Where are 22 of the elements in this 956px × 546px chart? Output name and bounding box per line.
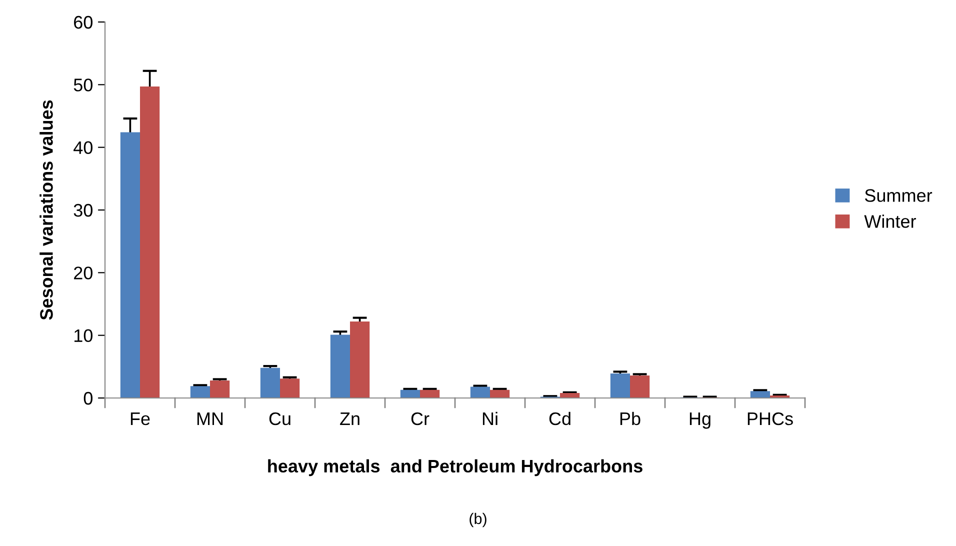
text: (b) xyxy=(470,512,486,528)
x-tick-label: Hg xyxy=(690,412,710,429)
x-tick-label: PHCs xyxy=(748,412,793,426)
y-tick-label: 20 xyxy=(74,266,92,280)
x-tick-label: Ni xyxy=(482,412,498,425)
y-tick-label: 60 xyxy=(74,16,92,29)
x-tick-label: Cd xyxy=(549,412,570,426)
x-tick-label: Cu xyxy=(269,412,290,426)
y-tick-label: 30 xyxy=(74,204,92,217)
legend-label: Summer xyxy=(864,189,932,202)
x-tick-label: Zn xyxy=(340,412,360,425)
x-tick-label: Fe xyxy=(130,412,150,426)
y-axis-title: Sesonal variations values xyxy=(40,100,53,320)
y-tick-label: 10 xyxy=(74,329,92,342)
x-tick-label: Pb xyxy=(620,412,640,426)
x-tick-label: Cr xyxy=(411,412,430,426)
x-tick-label: MN xyxy=(197,412,223,425)
y-tick-label: 40 xyxy=(74,141,92,154)
x-axis-title: heavy metals and Petroleum Hydrocarbons xyxy=(268,459,642,476)
y-tick-label: 0 xyxy=(84,392,92,405)
legend-label: Winter xyxy=(864,214,916,228)
y-tick-label: 50 xyxy=(74,78,92,92)
